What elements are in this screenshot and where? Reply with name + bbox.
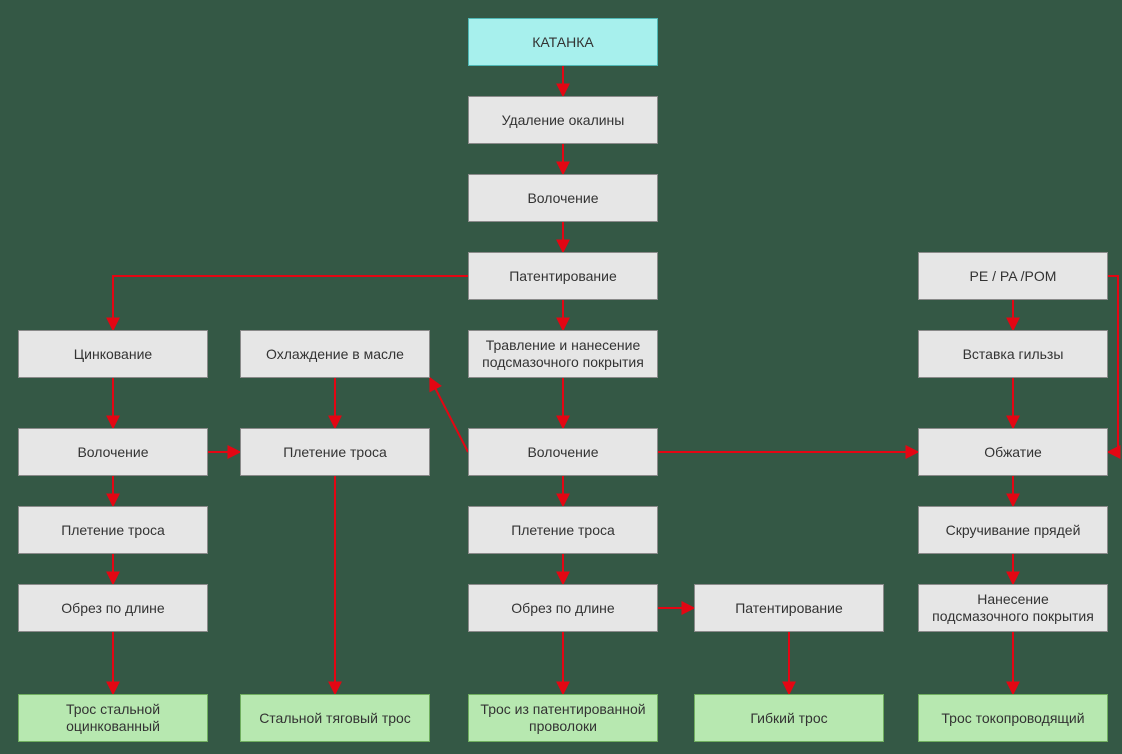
node-n_udokal: Удаление окалины xyxy=(468,96,658,144)
node-n_papom: PE / PA /POM xyxy=(918,252,1108,300)
node-n_skruch: Скручивание прядей xyxy=(918,506,1108,554)
node-e_patent: Трос из патентированной проволоки xyxy=(468,694,658,742)
node-n_voloch1: Волочение xyxy=(468,174,658,222)
node-n_patent1: Патентирование xyxy=(468,252,658,300)
node-n_plet_l: Плетение троса xyxy=(18,506,208,554)
node-n_travl: Травление и нанесение подсмазочного покр… xyxy=(468,330,658,378)
node-n_obrez_c: Обрез по длине xyxy=(468,584,658,632)
node-n_ohlazd: Охлаждение в масле xyxy=(240,330,430,378)
node-e_zink: Трос стальной оцинкованный xyxy=(18,694,208,742)
node-e_tok: Трос токопроводящий xyxy=(918,694,1108,742)
node-n_vstavka: Вставка гильзы xyxy=(918,330,1108,378)
node-n_nanes: Нанесение подсмазочного покрытия xyxy=(918,584,1108,632)
node-n_voloch2: Волочение xyxy=(468,428,658,476)
node-n_zink: Цинкование xyxy=(18,330,208,378)
node-n_voloch_l: Волочение xyxy=(18,428,208,476)
node-n_plet_c: Плетение троса xyxy=(468,506,658,554)
node-n_plet_m: Плетение троса xyxy=(240,428,430,476)
node-n_obrez_l: Обрез по длине xyxy=(18,584,208,632)
node-n_obzh: Обжатие xyxy=(918,428,1108,476)
node-n_patent2: Патентирование xyxy=(694,584,884,632)
node-e_gibk: Гибкий трос xyxy=(694,694,884,742)
node-n_katanka: КАТАНКА xyxy=(468,18,658,66)
node-e_tyag: Стальной тяговый трос xyxy=(240,694,430,742)
